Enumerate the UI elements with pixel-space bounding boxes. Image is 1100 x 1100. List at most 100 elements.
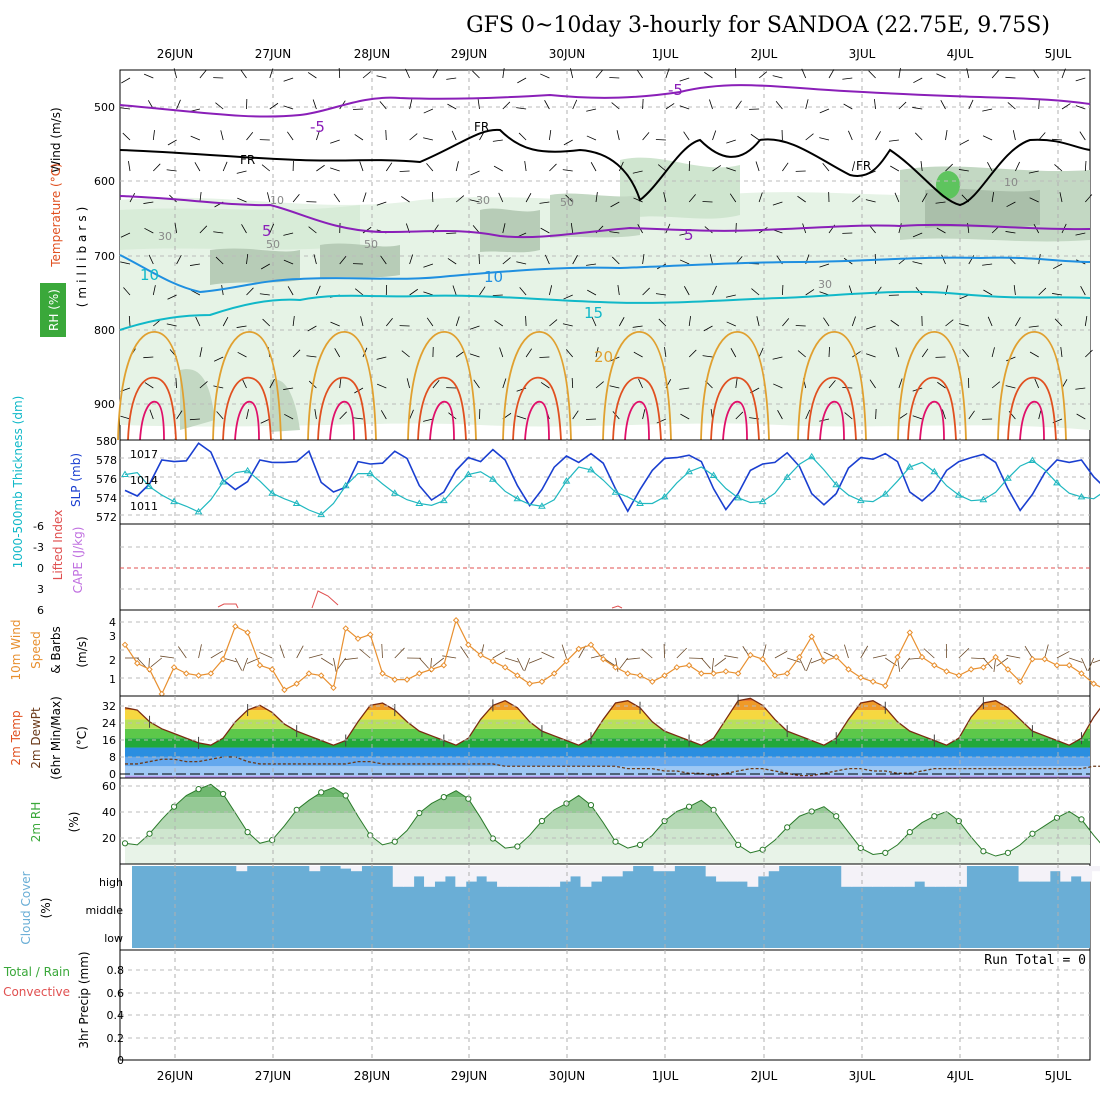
upper-wind-barb xyxy=(665,223,671,234)
isotherm-25 xyxy=(612,376,662,441)
cloud-high-gap xyxy=(1018,866,1030,882)
upper-wind-barb xyxy=(982,108,993,112)
rh-point xyxy=(1004,849,1012,856)
upper-wind-barb xyxy=(1038,132,1046,141)
wind-barb xyxy=(344,657,359,661)
upper-wind-barb xyxy=(758,71,768,79)
upper-wind-barb xyxy=(968,255,975,265)
ytick: 4 xyxy=(109,616,116,629)
wind-speed-point xyxy=(698,670,705,677)
wind-barb xyxy=(517,657,524,671)
upper-wind-barb xyxy=(259,293,270,296)
wind-barb xyxy=(787,657,801,663)
upper-wind-barb xyxy=(409,254,414,265)
upper-wind-barb xyxy=(1075,77,1086,82)
rh-point xyxy=(1053,814,1061,821)
upper-wind-barb xyxy=(339,378,342,389)
wind-barb xyxy=(177,646,187,659)
isotherm-20 xyxy=(700,331,770,441)
upper-wind-barb xyxy=(565,194,573,203)
contour-label: 10 xyxy=(484,268,503,286)
upper-wind-barb xyxy=(851,161,856,172)
upper-wind-barb xyxy=(376,356,387,360)
upper-wind-barb xyxy=(890,319,900,327)
upper-wind-barb xyxy=(292,316,295,327)
isotherm-30 xyxy=(139,400,165,441)
wind-barb xyxy=(235,657,243,671)
upper-wind-barb xyxy=(898,68,901,79)
cloud-high-gap xyxy=(455,866,467,887)
cloud-high-gap xyxy=(653,866,665,872)
upper-wind-barb xyxy=(269,378,275,389)
upper-wind-barb xyxy=(912,107,923,110)
upper-wind-barb xyxy=(1029,351,1039,358)
isotherm-30 xyxy=(919,400,945,441)
cloud-high-gap xyxy=(434,866,446,882)
upper-wind-barb xyxy=(120,107,131,110)
upper-wind-barb xyxy=(991,70,999,79)
upper-wind-barb xyxy=(432,379,440,389)
wind-speed-point xyxy=(244,629,251,636)
ylabel-barbs: & Barbs xyxy=(49,626,63,674)
upper-wind-barb xyxy=(782,318,790,327)
upper-wind-barb xyxy=(726,167,736,172)
wind-barb xyxy=(626,657,641,660)
upper-wind-barb xyxy=(362,71,371,79)
upper-wind-barb xyxy=(983,289,993,296)
upper-wind-barb xyxy=(1006,201,1016,208)
isotherm-25 xyxy=(127,376,177,441)
upper-wind-barb xyxy=(1015,317,1021,327)
wind-barb xyxy=(242,657,249,672)
wind-speed-point xyxy=(330,684,337,692)
upper-wind-barb xyxy=(991,192,995,203)
wind-speed-point xyxy=(1078,670,1085,677)
surface-wind-barbs xyxy=(125,643,1100,672)
contour-label: -5 xyxy=(310,118,325,136)
cloud-high-gap xyxy=(1028,866,1040,882)
wind-speed-point xyxy=(550,670,558,677)
upper-wind-barb xyxy=(451,130,457,141)
upper-wind-barb xyxy=(405,68,410,79)
cloud-high-gap xyxy=(340,866,352,869)
wind-speed-point xyxy=(1016,678,1024,685)
date-label-top: 2JUL xyxy=(751,47,778,61)
upper-wind-barb xyxy=(173,68,177,79)
ytick: 3 xyxy=(37,583,44,596)
cloud-high-gap xyxy=(403,866,415,887)
upper-wind-barb xyxy=(516,107,527,110)
upper-wind-barb xyxy=(656,418,667,424)
upper-wind-barb xyxy=(339,255,347,265)
isotherm-25 xyxy=(222,376,272,441)
wind-speed-point xyxy=(967,666,975,673)
cloud-high-gap xyxy=(236,866,248,872)
wind-speed-point xyxy=(465,641,472,649)
isotherm-minus5 xyxy=(119,84,1091,118)
upper-wind-barb xyxy=(194,162,201,172)
upper-wind-barb xyxy=(565,349,574,358)
upper-wind-barb xyxy=(269,223,275,234)
upper-wind-barb xyxy=(642,287,650,296)
contour-label: 20 xyxy=(594,348,613,366)
wind-barb xyxy=(381,643,383,659)
upper-wind-barb xyxy=(330,167,340,172)
rh-point xyxy=(1078,816,1085,823)
cloud-high-gap xyxy=(590,866,602,882)
upper-wind-barb xyxy=(129,192,136,203)
wind-speed-point xyxy=(992,653,999,661)
upper-wind-barb xyxy=(423,418,433,422)
wind-barb xyxy=(320,657,334,666)
lowlevel-isotherm-loops xyxy=(117,331,1067,441)
cloud-high-gap xyxy=(611,866,623,877)
upper-wind-barb xyxy=(516,261,527,265)
upper-wind-barb xyxy=(595,70,603,79)
upper-wind-barb xyxy=(519,287,527,296)
wind-speed-point xyxy=(403,676,411,683)
upper-wind-barb xyxy=(611,102,620,110)
rh-point xyxy=(563,800,570,807)
upper-wind-barb xyxy=(525,315,527,327)
thickness-marker xyxy=(611,488,620,495)
upper-wind-barb xyxy=(688,160,691,172)
upper-wind-barb xyxy=(1052,263,1063,270)
upper-wind-barb xyxy=(261,164,271,172)
li-line xyxy=(311,590,339,609)
